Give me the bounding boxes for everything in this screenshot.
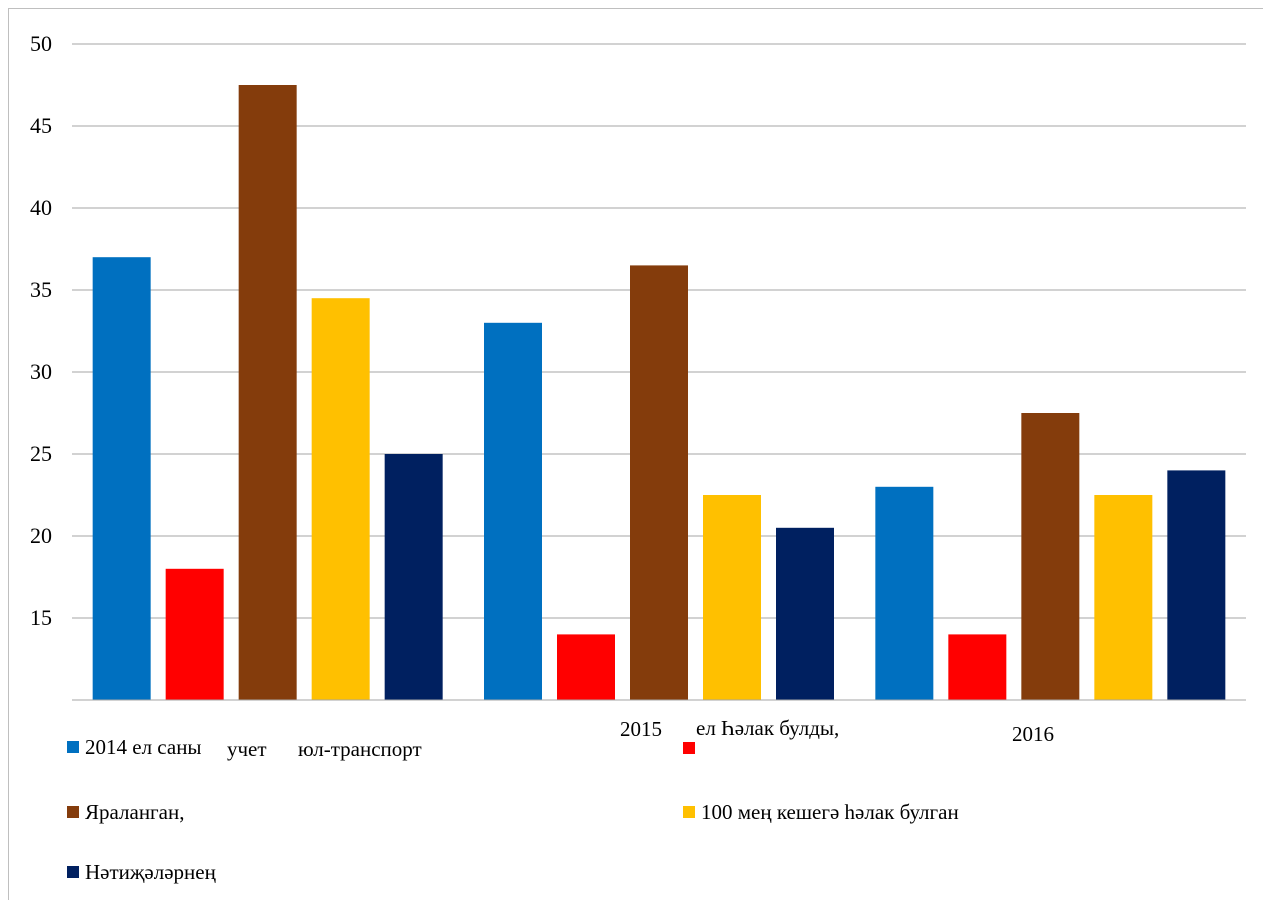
bar-group2-series5 [776, 527, 834, 700]
legend-label-yaralangan: Яраланган, [85, 800, 184, 824]
legend-swatch-yaralangan [67, 806, 79, 818]
bar-group1-series1 [92, 257, 151, 700]
legend-swatch-halak [683, 742, 695, 754]
bar-group1-series5 [384, 454, 443, 700]
legend-item-natija: Нәтиҗәләрнең [67, 860, 217, 884]
legend-item-halak: ел Һәлак булды, [683, 716, 839, 754]
bar-group2-series3 [630, 265, 688, 700]
legend-label-2014: 2014 ел саны [85, 735, 202, 759]
y-tick-label-30: 30 [30, 359, 52, 384]
legend-label-100: 100 мең кешегә һәлак булган [701, 800, 959, 824]
legend-label-uchet: учет юл-транспорт [227, 737, 422, 761]
bars [92, 85, 1226, 700]
legend-label-halak: ел Һәлак булды, [696, 716, 839, 740]
bar-group3-series4 [1094, 495, 1153, 700]
y-tick-label-20: 20 [30, 523, 52, 548]
bar-group3-series3 [1021, 413, 1080, 700]
y-tick-label-15: 15 [30, 605, 52, 630]
legend-item-uchet: учет юл-транспорт [227, 737, 422, 761]
bar-group3-series2 [948, 634, 1007, 700]
y-tick-label-35: 35 [30, 277, 52, 302]
legend-swatch-natija [67, 866, 79, 878]
bar-group1-series4 [311, 298, 370, 700]
bar-group2-series2 [557, 634, 615, 700]
bar-group1-series3 [238, 85, 297, 700]
bar-group3-series1 [875, 486, 934, 700]
bar-group3-series5 [1167, 470, 1226, 700]
legend: 2014 ел саны учет юл-транспорт ел Һәлак … [67, 716, 959, 884]
bar-group1-series2 [165, 568, 224, 700]
legend-label-natija: Нәтиҗәләрнең [85, 860, 217, 884]
legend-item-100: 100 мең кешегә һәлак булган [683, 800, 959, 824]
category-label-2016: 2016 [1012, 722, 1054, 746]
category-label-2015: 2015 [620, 717, 662, 741]
y-axis-ticks: 15 20 25 30 35 40 45 50 [30, 31, 52, 630]
y-tick-label-45: 45 [30, 113, 52, 138]
legend-swatch-100 [683, 806, 695, 818]
y-tick-label-50: 50 [30, 31, 52, 56]
y-tick-label-25: 25 [30, 441, 52, 466]
legend-swatch-2014 [67, 741, 79, 753]
bar-group2-series1 [484, 322, 542, 700]
legend-item-yaralangan: Яраланган, [67, 800, 184, 824]
y-tick-label-40: 40 [30, 195, 52, 220]
chart-frame [8, 8, 1263, 900]
legend-item-2014: 2014 ел саны [67, 735, 202, 759]
bar-group2-series4 [703, 495, 761, 700]
